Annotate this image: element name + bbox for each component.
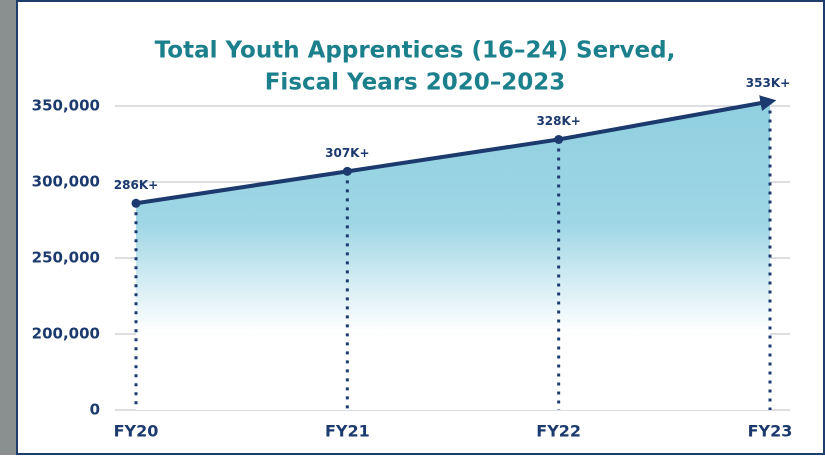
value-label: 353K+ [746, 76, 790, 90]
line [135, 95, 777, 206]
y-tick-label: 0 [90, 401, 100, 419]
y-tick-label: 350,000 [32, 97, 100, 115]
value-label: 307K+ [325, 146, 369, 160]
x-tick-label: FY21 [325, 422, 370, 441]
chart-title: Fiscal Years 2020–2023 [265, 70, 566, 96]
x-tick-label: FY20 [114, 422, 159, 441]
area [136, 101, 770, 410]
value-label: 286K+ [114, 178, 158, 192]
y-tick-label: 200,000 [32, 325, 100, 343]
point [342, 166, 352, 176]
value-label: 328K+ [536, 114, 580, 128]
x-tick-label: FY22 [536, 422, 581, 441]
photo-strip [0, 0, 16, 455]
point [131, 198, 141, 208]
y-tick-label: 250,000 [32, 249, 100, 267]
point [554, 134, 564, 144]
x-tick-label: FY23 [748, 422, 793, 441]
y-tick-label: 300,000 [32, 173, 100, 191]
chart-title: Total Youth Apprentices (16–24) Served, [155, 38, 676, 64]
